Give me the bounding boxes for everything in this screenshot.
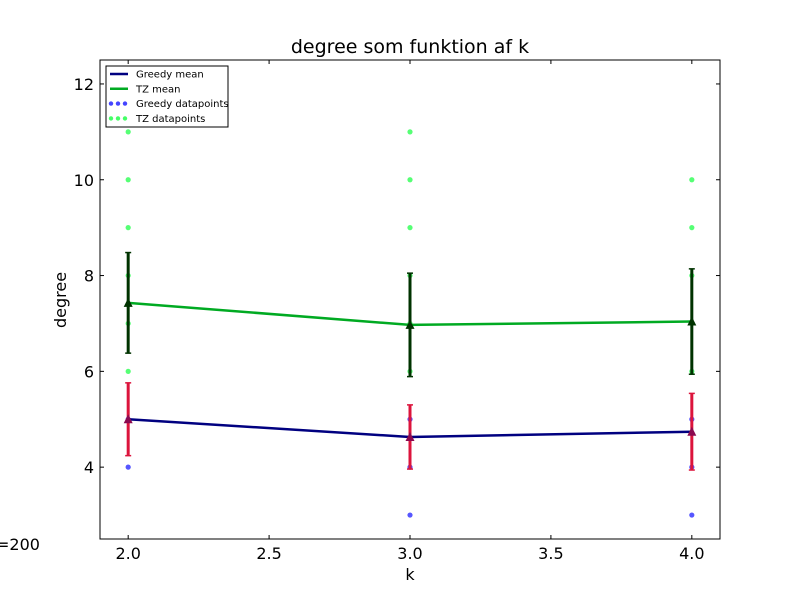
mean-marker xyxy=(405,319,415,329)
x-tick-label: 3.0 xyxy=(397,544,422,563)
legend-label: TZ mean xyxy=(135,84,181,95)
plot-area xyxy=(123,129,697,518)
y-tick-label: 8 xyxy=(84,267,94,286)
mean-marker xyxy=(405,431,415,441)
legend: Greedy mean TZ mean Greedy datapoints TZ da… xyxy=(105,65,229,128)
datapoint xyxy=(689,512,695,518)
legend-swatch xyxy=(108,101,114,106)
mean-marker xyxy=(123,414,133,424)
datapoint xyxy=(125,129,131,135)
datapoint xyxy=(125,177,131,183)
datapoint xyxy=(407,512,413,518)
legend-swatch xyxy=(115,101,121,106)
datapoint xyxy=(689,225,695,231)
legend-swatch xyxy=(122,116,128,121)
datapoint xyxy=(125,464,131,470)
legend-label: TZ datapoints xyxy=(135,114,205,125)
axis-ticks: 2.0 2.5 3.0 3.5 4.0 4 6 8 10 12 xyxy=(74,60,720,563)
legend-label: Greedy datapoints xyxy=(136,99,229,110)
datapoint xyxy=(125,225,131,231)
chart-title: degree som funktion af k xyxy=(291,36,529,58)
legend-label: Greedy mean xyxy=(136,70,204,81)
legend-swatch xyxy=(115,116,121,121)
datapoint xyxy=(407,225,413,231)
y-tick-label: 10 xyxy=(74,171,94,190)
mean-marker xyxy=(687,426,697,436)
mean-marker xyxy=(687,316,697,326)
x-tick-label: 3.5 xyxy=(538,544,563,563)
x-tick-label: 2.5 xyxy=(256,544,281,563)
y-tick-label: 12 xyxy=(74,75,94,94)
datapoint xyxy=(407,177,413,183)
y-axis-title: degree xyxy=(51,272,70,328)
corner-note: =200 xyxy=(0,535,40,554)
x-tick-label: 2.0 xyxy=(115,544,140,563)
legend-swatch xyxy=(122,101,128,106)
datapoint xyxy=(689,177,695,183)
mean-marker xyxy=(123,297,133,307)
x-tick-label: 4.0 xyxy=(679,544,704,563)
x-axis-title: k xyxy=(405,565,415,584)
datapoint xyxy=(407,129,413,135)
legend-swatch xyxy=(108,116,114,121)
y-tick-label: 6 xyxy=(84,362,94,381)
datapoint xyxy=(125,368,131,374)
y-tick-label: 4 xyxy=(84,458,94,477)
